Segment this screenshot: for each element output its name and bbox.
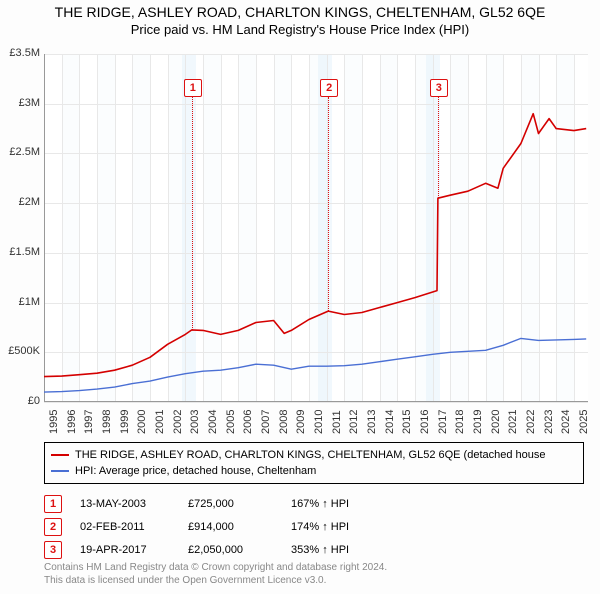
page-subtitle: Price paid vs. HM Land Registry's House … bbox=[0, 22, 600, 37]
x-axis-label: 2025 bbox=[578, 410, 590, 434]
x-axis-label: 1999 bbox=[119, 410, 131, 434]
y-axis-label: £3.5M bbox=[0, 47, 40, 59]
y-axis-label: £1M bbox=[0, 296, 40, 308]
sale-row: 1 13-MAY-2003 £725,000 167% ↑ HPI bbox=[44, 495, 584, 513]
series-price bbox=[44, 114, 586, 377]
legend-label: THE RIDGE, ASHLEY ROAD, CHARLTON KINGS, … bbox=[75, 447, 546, 463]
x-axis-label: 1996 bbox=[66, 410, 78, 434]
legend-swatch bbox=[51, 470, 69, 472]
x-axis-label: 2007 bbox=[260, 410, 272, 434]
x-axis-label: 2017 bbox=[437, 410, 449, 434]
x-axis-label: 2013 bbox=[366, 410, 378, 434]
sale-pct: 174% ↑ HPI bbox=[291, 521, 349, 533]
y-axis-label: £2.5M bbox=[0, 146, 40, 158]
x-axis-label: 2008 bbox=[278, 410, 290, 434]
sales-table: 1 13-MAY-2003 £725,000 167% ↑ HPI 2 02-FEB-20… bbox=[44, 490, 584, 564]
sale-pct: 167% ↑ HPI bbox=[291, 498, 349, 510]
x-axis-label: 2001 bbox=[154, 410, 166, 434]
legend: THE RIDGE, ASHLEY ROAD, CHARLTON KINGS, … bbox=[44, 442, 584, 484]
chart-lines bbox=[44, 54, 588, 402]
x-axis-label: 1997 bbox=[83, 410, 95, 434]
x-axis-label: 2002 bbox=[172, 410, 184, 434]
sale-date: 02-FEB-2011 bbox=[80, 521, 170, 533]
sale-pct: 353% ↑ HPI bbox=[291, 544, 349, 556]
x-axis-label: 2005 bbox=[225, 410, 237, 434]
footnote-line: This data is licensed under the Open Gov… bbox=[44, 574, 584, 587]
x-axis-label: 2000 bbox=[136, 410, 148, 434]
legend-item: HPI: Average price, detached house, Chel… bbox=[51, 463, 577, 479]
sale-marker: 1 bbox=[44, 495, 62, 513]
x-axis-label: 2023 bbox=[543, 410, 555, 434]
x-axis-label: 2014 bbox=[384, 410, 396, 434]
x-axis-label: 2020 bbox=[490, 410, 502, 434]
legend-swatch bbox=[51, 454, 69, 456]
sale-date: 13-MAY-2003 bbox=[80, 498, 170, 510]
footnote-line: Contains HM Land Registry data © Crown c… bbox=[44, 561, 584, 574]
sale-marker: 2 bbox=[44, 518, 62, 536]
sale-price: £725,000 bbox=[188, 498, 273, 510]
page-title: THE RIDGE, ASHLEY ROAD, CHARLTON KINGS, … bbox=[0, 4, 600, 20]
y-axis-label: £1.5M bbox=[0, 246, 40, 258]
sale-marker: 3 bbox=[44, 541, 62, 559]
x-axis-label: 1998 bbox=[101, 410, 113, 434]
sale-price: £2,050,000 bbox=[188, 544, 273, 556]
chart-area: 123 bbox=[44, 54, 588, 402]
x-axis-label: 2009 bbox=[295, 410, 307, 434]
sale-row: 3 19-APR-2017 £2,050,000 353% ↑ HPI bbox=[44, 541, 584, 559]
sale-date: 19-APR-2017 bbox=[80, 544, 170, 556]
sale-row: 2 02-FEB-2011 £914,000 174% ↑ HPI bbox=[44, 518, 584, 536]
y-axis-label: £3M bbox=[0, 97, 40, 109]
y-axis-label: £0 bbox=[0, 395, 40, 407]
series-hpi bbox=[44, 338, 586, 392]
y-axis-label: £2M bbox=[0, 196, 40, 208]
legend-item: THE RIDGE, ASHLEY ROAD, CHARLTON KINGS, … bbox=[51, 447, 577, 463]
x-axis-label: 2016 bbox=[419, 410, 431, 434]
x-axis-label: 2006 bbox=[242, 410, 254, 434]
footnote: Contains HM Land Registry data © Crown c… bbox=[44, 561, 584, 587]
x-axis-label: 2018 bbox=[454, 410, 466, 434]
x-axis-label: 2003 bbox=[189, 410, 201, 434]
x-axis-label: 2022 bbox=[525, 410, 537, 434]
x-axis-label: 2011 bbox=[331, 410, 343, 434]
x-axis-label: 2010 bbox=[313, 410, 325, 434]
y-axis-label: £500K bbox=[0, 345, 40, 357]
x-axis-label: 2004 bbox=[207, 410, 219, 434]
legend-label: HPI: Average price, detached house, Chel… bbox=[75, 463, 316, 479]
x-axis-label: 2021 bbox=[507, 410, 519, 434]
sale-price: £914,000 bbox=[188, 521, 273, 533]
x-axis-label: 2015 bbox=[401, 410, 413, 434]
x-axis-label: 1995 bbox=[48, 410, 60, 434]
x-axis-label: 2019 bbox=[472, 410, 484, 434]
x-axis-label: 2012 bbox=[348, 410, 360, 434]
x-axis-label: 2024 bbox=[560, 410, 572, 434]
